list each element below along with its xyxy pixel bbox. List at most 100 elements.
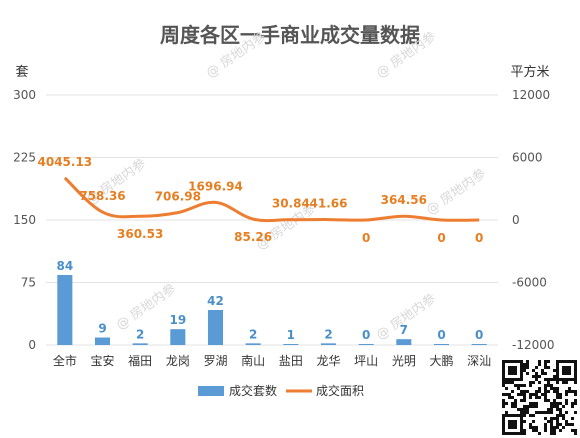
qr-module (553, 432, 556, 435)
qr-module (574, 381, 577, 384)
qr-module (544, 417, 547, 420)
qr-module (508, 360, 511, 363)
category-label: 盐田 (279, 354, 303, 368)
category-label: 宝安 (90, 353, 114, 368)
right-axis-ticks: -12000 -6000 0 6000 12000 (512, 88, 555, 352)
qr-module (550, 408, 553, 411)
qr-module (544, 411, 547, 414)
qr-module (520, 399, 523, 402)
left-axis-ticks: 0 75 150 225 300 (13, 88, 36, 352)
qr-module (553, 387, 556, 390)
qr-module (511, 426, 514, 429)
qr-module (538, 381, 541, 384)
qr-module (565, 381, 568, 384)
bar-value-label: 0 (362, 328, 370, 342)
qr-module (517, 384, 520, 387)
category-label: 全市 (53, 353, 77, 368)
bar-value-label: 2 (136, 327, 144, 341)
qr-module (547, 366, 550, 369)
bar (283, 344, 299, 345)
qr-module (523, 414, 526, 417)
qr-module (511, 420, 514, 423)
qr-module (556, 408, 559, 411)
qr-module (514, 423, 517, 426)
qr-module (556, 426, 559, 429)
qr-module (514, 360, 517, 363)
qr-module (553, 429, 556, 432)
qr-module (556, 390, 559, 393)
qr-module (550, 378, 553, 381)
qr-module (511, 372, 514, 375)
qr-module (559, 393, 562, 396)
qr-module (520, 360, 523, 363)
qr-module (532, 375, 535, 378)
qr-module (565, 423, 568, 426)
qr-module (535, 405, 538, 408)
qr-module (505, 432, 508, 435)
qr-module (514, 372, 517, 375)
qr-module (550, 420, 553, 423)
qr-module (541, 393, 544, 396)
qr-module (535, 411, 538, 414)
line-value-label: 30.84 (272, 197, 310, 211)
qr-module (520, 363, 523, 366)
qr-module (505, 411, 508, 414)
qr-module (511, 390, 514, 393)
qr-module (514, 366, 517, 369)
qr-module (517, 408, 520, 411)
qr-module (544, 390, 547, 393)
qr-module (562, 417, 565, 420)
qr-module (505, 360, 508, 363)
qr-module (523, 369, 526, 372)
qr-module (574, 378, 577, 381)
category-label: 罗湖 (203, 353, 227, 368)
line-value-label: 0 (362, 231, 370, 245)
qr-module (562, 414, 565, 417)
qr-module (544, 360, 547, 363)
qr-module (547, 411, 550, 414)
bar-value-label: 42 (207, 294, 224, 308)
qr-module (553, 390, 556, 393)
qr-module (559, 360, 562, 363)
qr-module (505, 387, 508, 390)
qr-module (508, 381, 511, 384)
qr-module (523, 390, 526, 393)
qr-module (544, 396, 547, 399)
qr-module (511, 360, 514, 363)
qr-module (502, 360, 505, 363)
bar (94, 337, 111, 345)
category-label: 南山 (241, 353, 265, 368)
qr-module (538, 396, 541, 399)
qr-module (514, 399, 517, 402)
qr-module (547, 408, 550, 411)
category-label: 龙华 (316, 354, 340, 368)
qr-module (556, 414, 559, 417)
qr-module (520, 417, 523, 420)
qr-module (517, 414, 520, 417)
qr-module (535, 390, 538, 393)
qr-module (556, 381, 559, 384)
qr-module (544, 372, 547, 375)
qr-module (529, 393, 532, 396)
qr-module (538, 411, 541, 414)
bar (433, 344, 450, 345)
qr-module (556, 363, 559, 366)
qr-module (532, 381, 535, 384)
qr-module (514, 414, 517, 417)
qr-module (520, 408, 523, 411)
bar-value-label: 2 (324, 327, 332, 341)
qr-module (571, 378, 574, 381)
qr-module (511, 378, 514, 381)
qr-module (535, 396, 538, 399)
qr-module (517, 378, 520, 381)
qr-module (532, 429, 535, 432)
line-value-label: 364.56 (381, 193, 427, 207)
qr-module (508, 432, 511, 435)
qr-module (574, 372, 577, 375)
qr-module (565, 372, 568, 375)
qr-module (538, 387, 541, 390)
qr-module (505, 393, 508, 396)
qr-module (571, 429, 574, 432)
qr-module (574, 366, 577, 369)
line-value-label: 1696.94 (188, 179, 243, 193)
